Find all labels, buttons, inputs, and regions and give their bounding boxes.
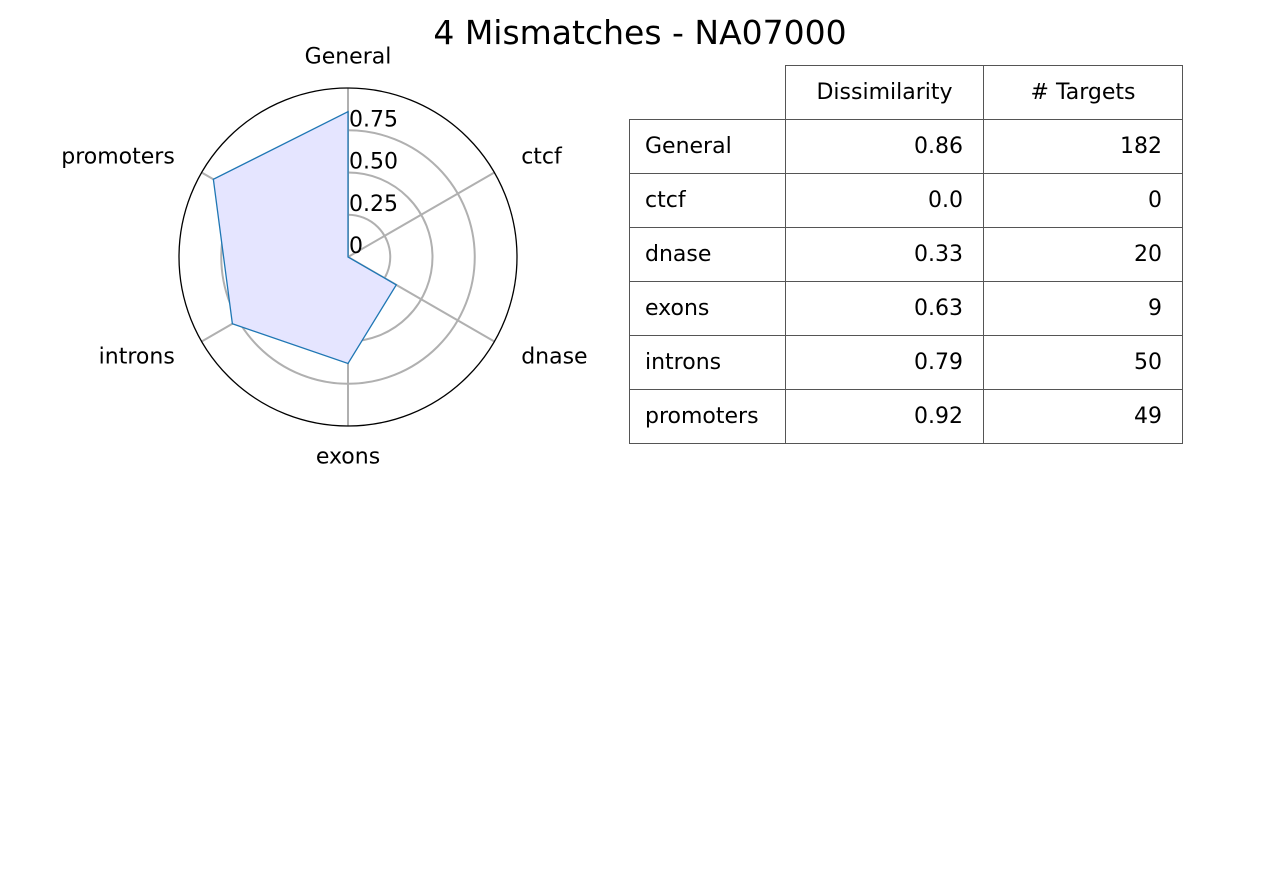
row-label: dnase	[629, 227, 786, 282]
category-label: promoters	[61, 145, 175, 170]
row-label: General	[629, 119, 786, 174]
polar-frame	[178, 87, 518, 427]
dissimilarity-cell: 0.63	[785, 281, 984, 336]
table-row: promoters 0.92 49	[629, 389, 1183, 444]
chart-title: 4 Mismatches - NA07000	[433, 13, 847, 52]
radial-tick-label: 0.25	[349, 192, 398, 217]
dissimilarity-cell: 0.79	[785, 335, 984, 390]
dissimilarity-cell: 0.86	[785, 119, 984, 174]
dissimilarity-cell: 0.92	[785, 389, 984, 444]
row-label: introns	[629, 335, 786, 390]
table-row: exons 0.63 9	[629, 281, 1183, 336]
dissimilarity-cell: 0.0	[785, 173, 984, 228]
targets-cell: 20	[983, 227, 1183, 282]
row-label: promoters	[629, 389, 786, 444]
series-layer	[212, 110, 398, 365]
table-row: General 0.86 182	[629, 119, 1183, 174]
table-header-row: Dissimilarity # Targets	[629, 65, 1183, 120]
targets-cell: 49	[983, 389, 1183, 444]
column-header-targets: # Targets	[983, 65, 1183, 120]
column-header-dissimilarity: Dissimilarity	[785, 65, 984, 120]
category-label: introns	[99, 345, 175, 370]
data-table: Dissimilarity # Targets General 0.86 182…	[629, 65, 1183, 444]
radial-tick-label: 0	[349, 234, 363, 259]
table-row: ctcf 0.0 0	[629, 173, 1183, 228]
row-label: exons	[629, 281, 786, 336]
targets-cell: 50	[983, 335, 1183, 390]
category-label: exons	[316, 445, 380, 470]
table-row: introns 0.79 50	[629, 335, 1183, 390]
table-row: dnase 0.33 20	[629, 227, 1183, 282]
category-label: dnase	[521, 345, 587, 370]
targets-cell: 182	[983, 119, 1183, 174]
radial-tick-labels: 0 0.25 0.50 0.75	[349, 107, 398, 259]
targets-cell: 9	[983, 281, 1183, 336]
grid-spoke	[347, 171, 495, 258]
radial-tick-label: 0.75	[349, 107, 398, 132]
table-corner-cell	[629, 65, 786, 120]
radar-chart: 0 0.25 0.50 0.75 General ctcf dnase exons intro…	[61, 45, 587, 470]
targets-cell: 0	[983, 173, 1183, 228]
row-label: ctcf	[629, 173, 786, 228]
dissimilarity-cell: 0.33	[785, 227, 984, 282]
category-labels: General ctcf dnase exons introns promoters	[61, 45, 587, 470]
category-label: ctcf	[521, 145, 563, 170]
category-label: General	[305, 45, 392, 70]
radial-tick-label: 0.50	[349, 150, 398, 175]
